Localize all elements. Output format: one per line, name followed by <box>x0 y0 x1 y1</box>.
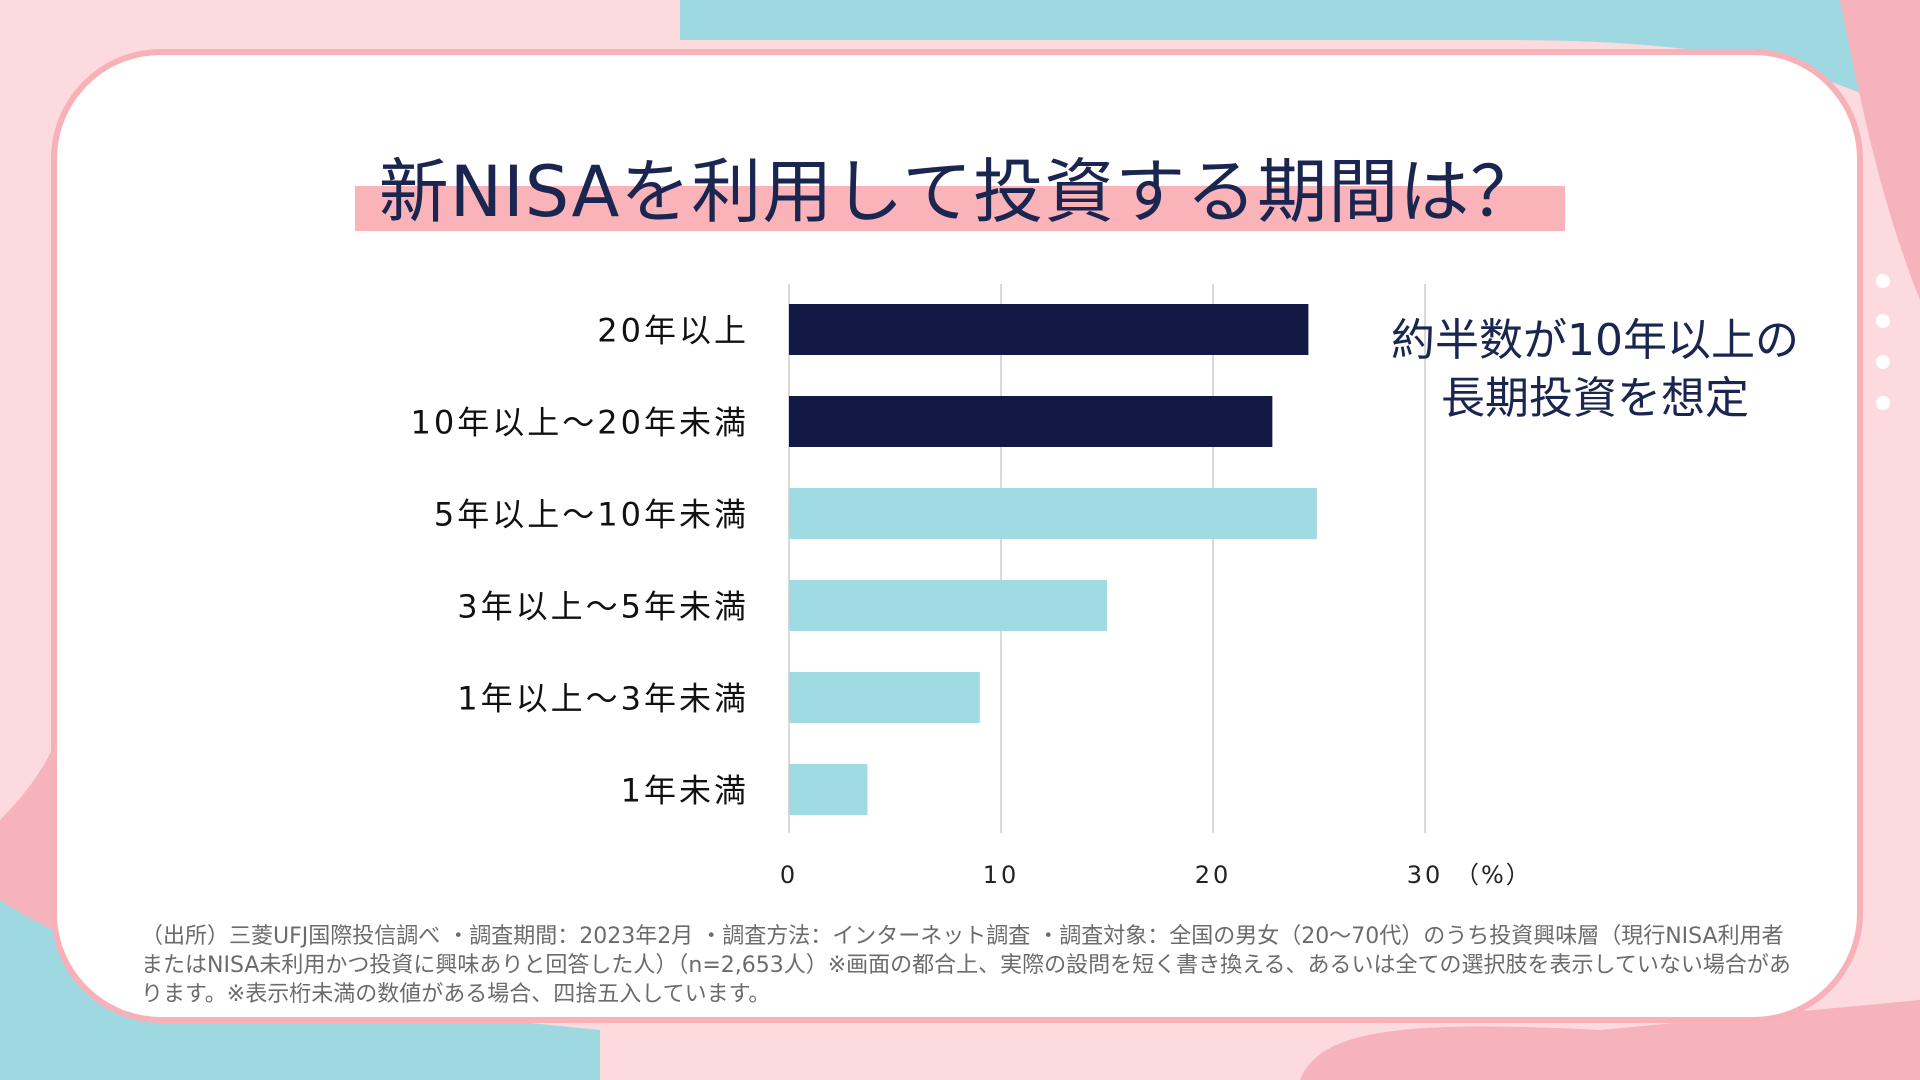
bar <box>789 396 1273 447</box>
annotation-line-2: 長期投資を想定 <box>1441 373 1749 424</box>
bar <box>789 764 868 815</box>
title-highlight <box>355 186 1565 231</box>
category-label: 3年以上～5年未満 <box>457 588 749 626</box>
decor-dot <box>1876 396 1890 410</box>
page-title: 新NISAを利用して投資する期間は？ <box>378 151 1542 233</box>
category-label: 1年以上～3年未満 <box>457 680 749 718</box>
category-label: 10年以上～20年未満 <box>411 404 749 442</box>
decor-dot <box>1876 355 1890 369</box>
bar <box>789 304 1309 355</box>
x-tick-label: 30 <box>1407 861 1444 889</box>
source-footnote: （出所）三菱UFJ国際投信調べ ・調査期間：2023年2月 ・調査方法：インター… <box>141 924 1791 1007</box>
annotation: 約半数が10年以上の 長期投資を想定 <box>1380 312 1810 428</box>
bar <box>789 580 1107 631</box>
annotation-line-1: 約半数が10年以上の <box>1391 315 1799 366</box>
decor-dot <box>1876 274 1890 288</box>
bar <box>789 488 1317 539</box>
x-tick-label: 10 <box>983 861 1020 889</box>
x-tick-label: 0 <box>780 861 798 889</box>
x-tick-label: 20 <box>1195 861 1232 889</box>
x-axis-unit: （%） <box>1455 861 1532 889</box>
category-label: 1年未満 <box>621 772 749 810</box>
category-label: 20年以上 <box>597 312 749 350</box>
category-label: 5年以上～10年未満 <box>434 496 749 534</box>
bar <box>789 672 980 723</box>
decor-dot <box>1876 314 1890 328</box>
